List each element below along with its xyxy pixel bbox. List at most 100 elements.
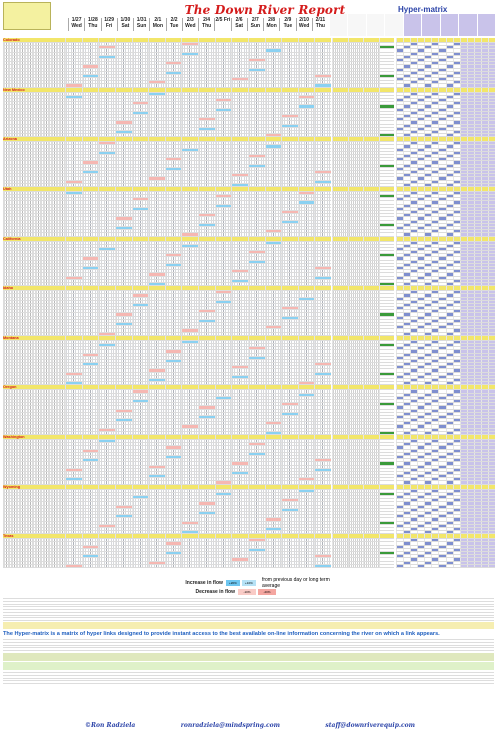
matrix-link-cell[interactable] bbox=[452, 81, 460, 84]
matrix-link-cell[interactable] bbox=[417, 43, 424, 46]
matrix-link-cell[interactable] bbox=[396, 174, 403, 177]
matrix-link-cell[interactable] bbox=[438, 282, 445, 286]
matrix-link-cell[interactable] bbox=[417, 310, 424, 313]
matrix-link-cell[interactable] bbox=[488, 38, 495, 42]
matrix-link-cell[interactable] bbox=[488, 158, 495, 161]
matrix-link-cell[interactable] bbox=[417, 230, 424, 233]
matrix-link-cell[interactable] bbox=[473, 46, 481, 49]
matrix-link-cell[interactable] bbox=[480, 81, 489, 84]
river-label[interactable] bbox=[3, 396, 65, 399]
matrix-link-cell[interactable] bbox=[403, 303, 411, 307]
matrix-link-cell[interactable] bbox=[459, 121, 467, 124]
matrix-link-cell[interactable] bbox=[445, 282, 453, 286]
matrix-link-cell[interactable] bbox=[480, 49, 489, 52]
matrix-link-cell[interactable] bbox=[410, 167, 417, 170]
matrix-link-cell[interactable] bbox=[431, 46, 438, 49]
matrix-link-cell[interactable] bbox=[403, 167, 410, 170]
river-label[interactable] bbox=[3, 548, 65, 551]
matrix-link-cell[interactable] bbox=[445, 174, 453, 177]
matrix-link-cell[interactable] bbox=[431, 151, 439, 154]
matrix-link-cell[interactable] bbox=[480, 223, 489, 226]
matrix-link-cell[interactable] bbox=[396, 177, 404, 180]
matrix-link-cell[interactable] bbox=[466, 43, 474, 46]
matrix-link-cell[interactable] bbox=[410, 297, 417, 300]
matrix-link-cell[interactable] bbox=[438, 310, 445, 313]
matrix-link-cell[interactable] bbox=[488, 279, 495, 282]
matrix-link-cell[interactable] bbox=[459, 217, 467, 220]
matrix-link-cell[interactable] bbox=[396, 62, 403, 65]
matrix-link-cell[interactable] bbox=[396, 111, 403, 114]
matrix-link-cell[interactable] bbox=[488, 62, 495, 65]
matrix-link-cell[interactable] bbox=[417, 282, 424, 286]
matrix-link-cell[interactable] bbox=[473, 211, 481, 214]
matrix-link-cell[interactable] bbox=[445, 108, 453, 111]
matrix-link-cell[interactable] bbox=[438, 226, 446, 230]
matrix-link-cell[interactable] bbox=[396, 124, 403, 127]
matrix-link-cell[interactable] bbox=[431, 155, 438, 158]
matrix-link-cell[interactable] bbox=[480, 68, 489, 71]
matrix-link-cell[interactable] bbox=[424, 170, 431, 174]
matrix-link-cell[interactable] bbox=[396, 108, 404, 111]
matrix-link-cell[interactable] bbox=[396, 71, 403, 74]
matrix-link-cell[interactable] bbox=[473, 251, 481, 254]
matrix-link-cell[interactable] bbox=[466, 233, 474, 236]
matrix-link-cell[interactable] bbox=[417, 273, 424, 276]
matrix-link-cell[interactable] bbox=[488, 204, 495, 207]
matrix-link-cell[interactable] bbox=[410, 174, 417, 177]
matrix-link-cell[interactable] bbox=[452, 71, 460, 74]
matrix-link-cell[interactable] bbox=[396, 161, 403, 164]
matrix-link-cell[interactable] bbox=[396, 74, 403, 78]
matrix-link-cell[interactable] bbox=[488, 294, 495, 297]
matrix-link-cell[interactable] bbox=[410, 279, 418, 282]
matrix-link-cell[interactable] bbox=[445, 121, 453, 124]
matrix-link-cell[interactable] bbox=[459, 254, 467, 257]
matrix-link-cell[interactable] bbox=[403, 121, 410, 124]
matrix-link-cell[interactable] bbox=[445, 307, 453, 310]
river-label[interactable] bbox=[3, 155, 65, 158]
matrix-link-cell[interactable] bbox=[459, 226, 467, 230]
matrix-link-cell[interactable] bbox=[438, 214, 445, 217]
matrix-link-cell[interactable] bbox=[459, 52, 467, 55]
matrix-link-cell[interactable] bbox=[466, 108, 474, 111]
river-label[interactable] bbox=[3, 124, 65, 127]
matrix-link-cell[interactable] bbox=[417, 286, 424, 291]
matrix-link-cell[interactable] bbox=[452, 211, 460, 214]
matrix-link-cell[interactable] bbox=[445, 276, 453, 279]
river-label[interactable] bbox=[3, 431, 65, 434]
matrix-link-cell[interactable] bbox=[396, 99, 404, 102]
matrix-link-cell[interactable] bbox=[480, 111, 489, 114]
matrix-link-cell[interactable] bbox=[480, 247, 489, 251]
matrix-link-cell[interactable] bbox=[396, 43, 403, 46]
matrix-link-cell[interactable] bbox=[424, 291, 431, 294]
river-label[interactable] bbox=[3, 561, 65, 564]
matrix-link-cell[interactable] bbox=[396, 52, 403, 55]
matrix-link-cell[interactable] bbox=[410, 170, 418, 174]
matrix-link-cell[interactable] bbox=[473, 87, 481, 92]
matrix-link-cell[interactable] bbox=[403, 137, 410, 142]
matrix-link-cell[interactable] bbox=[424, 55, 432, 58]
matrix-link-cell[interactable] bbox=[438, 191, 445, 195]
matrix-link-cell[interactable] bbox=[466, 319, 474, 322]
matrix-link-cell[interactable] bbox=[480, 118, 489, 121]
matrix-link-cell[interactable] bbox=[445, 68, 453, 71]
matrix-link-cell[interactable] bbox=[488, 78, 495, 81]
matrix-link-cell[interactable] bbox=[452, 270, 460, 273]
matrix-link-cell[interactable] bbox=[438, 303, 445, 307]
matrix-link-cell[interactable] bbox=[403, 127, 410, 130]
matrix-link-cell[interactable] bbox=[431, 170, 439, 174]
matrix-link-cell[interactable] bbox=[488, 257, 495, 260]
matrix-link-cell[interactable] bbox=[431, 99, 438, 102]
matrix-link-cell[interactable] bbox=[452, 204, 460, 207]
matrix-link-cell[interactable] bbox=[459, 319, 467, 322]
matrix-link-cell[interactable] bbox=[431, 198, 438, 201]
river-label[interactable] bbox=[3, 68, 65, 71]
matrix-link-cell[interactable] bbox=[459, 38, 467, 42]
river-label[interactable] bbox=[3, 412, 65, 415]
matrix-link-cell[interactable] bbox=[445, 58, 453, 62]
matrix-link-cell[interactable] bbox=[445, 99, 453, 102]
matrix-link-cell[interactable] bbox=[445, 118, 453, 121]
matrix-link-cell[interactable] bbox=[473, 55, 481, 58]
matrix-link-cell[interactable] bbox=[403, 134, 411, 137]
matrix-link-cell[interactable] bbox=[488, 220, 495, 223]
matrix-link-cell[interactable] bbox=[417, 316, 425, 319]
